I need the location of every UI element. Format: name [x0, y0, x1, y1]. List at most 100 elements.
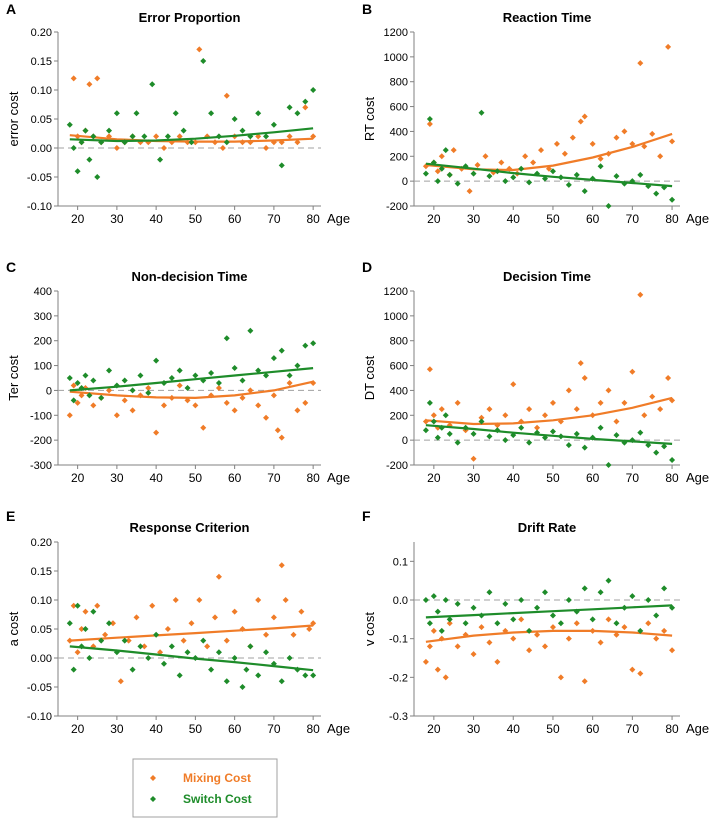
mixing-cost-point: [494, 658, 501, 665]
switch-cost-point: [302, 98, 309, 105]
switch-cost-point: [82, 626, 89, 632]
switch-cost-point: [653, 449, 660, 456]
switch-cost-point: [86, 655, 93, 661]
y-tick-label: -300: [30, 460, 52, 472]
mixing-cost-point: [212, 614, 219, 621]
switch-cost-point: [153, 631, 160, 638]
mixing-cost-point: [196, 597, 203, 603]
switch-cost-point: [430, 418, 437, 425]
mixing-cost-point: [149, 602, 156, 609]
x-axis-label: Age: [327, 721, 350, 736]
y-tick-label: -0.1: [389, 634, 408, 646]
switch-cost-point: [661, 585, 668, 592]
mixing-cost-point: [649, 393, 656, 400]
mixing-cost-point: [637, 60, 644, 67]
switch-cost-point: [74, 379, 81, 386]
mixing-cost-point: [446, 620, 453, 627]
switch-cost-point: [518, 597, 525, 603]
y-tick-label: 0.10: [31, 595, 52, 607]
switch-cost-point: [661, 443, 668, 450]
switch-cost-point: [438, 627, 445, 634]
y-tick-label: -200: [386, 460, 408, 472]
mixing-cost-point: [510, 635, 517, 642]
switch-cost-point: [239, 377, 246, 384]
switch-cost-point: [106, 127, 113, 134]
mixing-cost-point: [278, 434, 285, 441]
mixing-cost-point: [286, 133, 293, 140]
mixing-cost-point: [121, 397, 128, 404]
y-tick-label: -0.10: [27, 711, 52, 723]
mixing-cost-point: [70, 75, 77, 82]
switch-cost-point: [549, 428, 556, 435]
y-tick-label: -100: [30, 410, 52, 422]
chart-title: Error Proportion: [139, 10, 241, 25]
switch-cost-point: [66, 620, 73, 627]
mixing-cost-point: [263, 145, 270, 151]
switch-cost-point: [82, 127, 89, 134]
mixing-cost-point: [94, 602, 101, 609]
switch-cost-point: [86, 156, 93, 163]
x-tick-label: 20: [427, 212, 441, 226]
mixing-cost-point: [102, 631, 109, 638]
mixing-cost-point: [219, 145, 226, 151]
y-axis-label: Ter cost: [6, 355, 21, 401]
mixing-cost-point: [534, 424, 541, 431]
switch-cost-point: [573, 430, 580, 437]
panel-a: A Error Proportion error cost Age -0.10 -0.05…: [6, 1, 350, 226]
mixing-cost-point: [430, 412, 437, 419]
y-tick-label: 0.20: [31, 537, 52, 549]
switch-cost-point: [478, 109, 485, 116]
switch-cost-point: [581, 585, 588, 592]
panel-letter: E: [6, 508, 15, 524]
mixing-cost-point: [302, 104, 309, 111]
mixing-cost-point: [641, 412, 648, 419]
x-tick-label: 60: [228, 212, 242, 226]
mixing-cost-point: [215, 573, 222, 580]
switch-cost-point: [70, 145, 77, 151]
mixing-cost-point: [657, 406, 664, 413]
switch-cost-point: [247, 327, 254, 334]
x-tick-label: 30: [110, 212, 124, 226]
switch-cost-point: [129, 133, 136, 140]
x-tick-label: 80: [306, 471, 320, 485]
mixing-cost-point: [629, 140, 636, 147]
mixing-cost-point: [569, 134, 576, 141]
mixing-cost-point: [180, 637, 187, 644]
x-tick-label: 70: [267, 722, 281, 736]
mixing-cost-point: [153, 429, 160, 436]
x-tick-label: 30: [467, 471, 481, 485]
switch-cost-point: [149, 81, 156, 88]
switch-cost-point: [446, 171, 453, 178]
x-tick-label: 20: [427, 471, 441, 485]
switch-cost-point: [565, 442, 572, 449]
mixing-cost-point: [231, 407, 238, 414]
switch-cost-point: [70, 397, 77, 404]
mixing-cost-point: [478, 414, 485, 421]
x-tick-label: 20: [427, 722, 441, 736]
switch-cost-point: [486, 173, 493, 180]
mixing-cost-point: [665, 375, 672, 381]
y-tick-label: 0.05: [31, 624, 52, 636]
switch-cost-point: [164, 133, 171, 140]
switch-cost-point: [442, 147, 449, 154]
mixing-cost-point: [621, 624, 628, 631]
x-tick-label: 50: [189, 471, 203, 485]
switch-cost-point: [70, 666, 77, 673]
mixing-cost-point: [70, 602, 77, 609]
switch-cost-point: [160, 660, 167, 667]
x-axis-label: Age: [327, 470, 350, 485]
mixing-cost-point: [117, 678, 124, 685]
y-tick-label: 0.10: [31, 85, 52, 97]
switch-cost-point: [270, 121, 277, 128]
mixing-cost-point: [94, 75, 101, 82]
mixing-cost-point: [613, 418, 620, 425]
switch-cost-point: [310, 340, 317, 347]
mixing-cost-point: [302, 399, 309, 406]
mixing-cost-point: [172, 597, 179, 603]
y-tick-label: 0.0: [393, 595, 408, 607]
switch-cost-point: [215, 649, 222, 656]
switch-cost-point: [426, 116, 433, 122]
y-tick-label: 0.20: [31, 27, 52, 39]
x-tick-label: 40: [149, 471, 163, 485]
mixing-cost-point: [474, 161, 481, 168]
